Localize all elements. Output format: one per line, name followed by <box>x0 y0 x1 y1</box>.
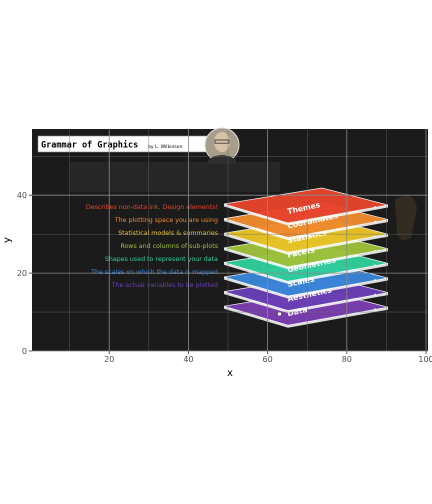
x-tick-label: 20 <box>104 355 114 364</box>
data-points <box>277 312 282 316</box>
layer-description-6: The actual variables to be plotted <box>111 282 218 289</box>
layer-dot-5 <box>374 279 376 281</box>
portrait-glasses <box>214 139 230 144</box>
layer-description-5: The scales on which the data is mapped <box>90 269 218 276</box>
layer-dot-4 <box>374 264 376 267</box>
layer-dot-2 <box>374 235 376 238</box>
y-tick-label: 0 <box>22 347 27 356</box>
layer-description-4: Shapes used to represent your data <box>105 256 218 263</box>
y-tick-label: 20 <box>17 269 27 278</box>
portrait-shoulders <box>208 155 236 164</box>
layer-description-1: The plotting space you are using <box>114 217 218 224</box>
faint-figure <box>395 195 417 241</box>
axes: 20 40 60 80 100 0 20 40 <box>17 191 432 364</box>
data-point <box>277 312 282 316</box>
y-axis-title: y <box>2 237 13 243</box>
x-axis-title: x <box>227 368 233 379</box>
grid-lines <box>32 129 428 352</box>
layer-edge-6 <box>224 291 388 314</box>
infographic-byline: by L. Wilkinson <box>148 144 183 150</box>
infographic-title: Grammar of Graphics <box>41 140 138 151</box>
layer-edge-5 <box>224 277 388 299</box>
x-tick-label: 60 <box>263 355 273 364</box>
layer-dot-1 <box>374 220 376 223</box>
layer-description-3: Rows and columns of sub-plots <box>120 243 218 250</box>
layer-description-2: Statistical models & summaries <box>118 230 218 237</box>
layer-dot-0 <box>374 206 376 208</box>
layer-dot-3 <box>374 249 376 252</box>
x-tick-label: 100 <box>418 355 432 364</box>
layer-edge-2 <box>224 233 388 255</box>
layer-edge-3 <box>224 247 388 270</box>
faint-text-block <box>70 162 280 192</box>
layer-edge-7 <box>224 306 388 328</box>
layer-description-0: Describes non-data ink. Design elements! <box>86 204 218 211</box>
x-tick-label: 40 <box>183 355 193 364</box>
x-tick-label: 80 <box>342 355 352 364</box>
layer-dot-7 <box>374 308 376 311</box>
y-tick-label: 40 <box>17 191 27 200</box>
portrait-face <box>214 132 230 152</box>
layer-edge-0 <box>224 204 388 226</box>
layer-edge-1 <box>224 218 388 241</box>
layer-dot-6 <box>374 293 376 296</box>
